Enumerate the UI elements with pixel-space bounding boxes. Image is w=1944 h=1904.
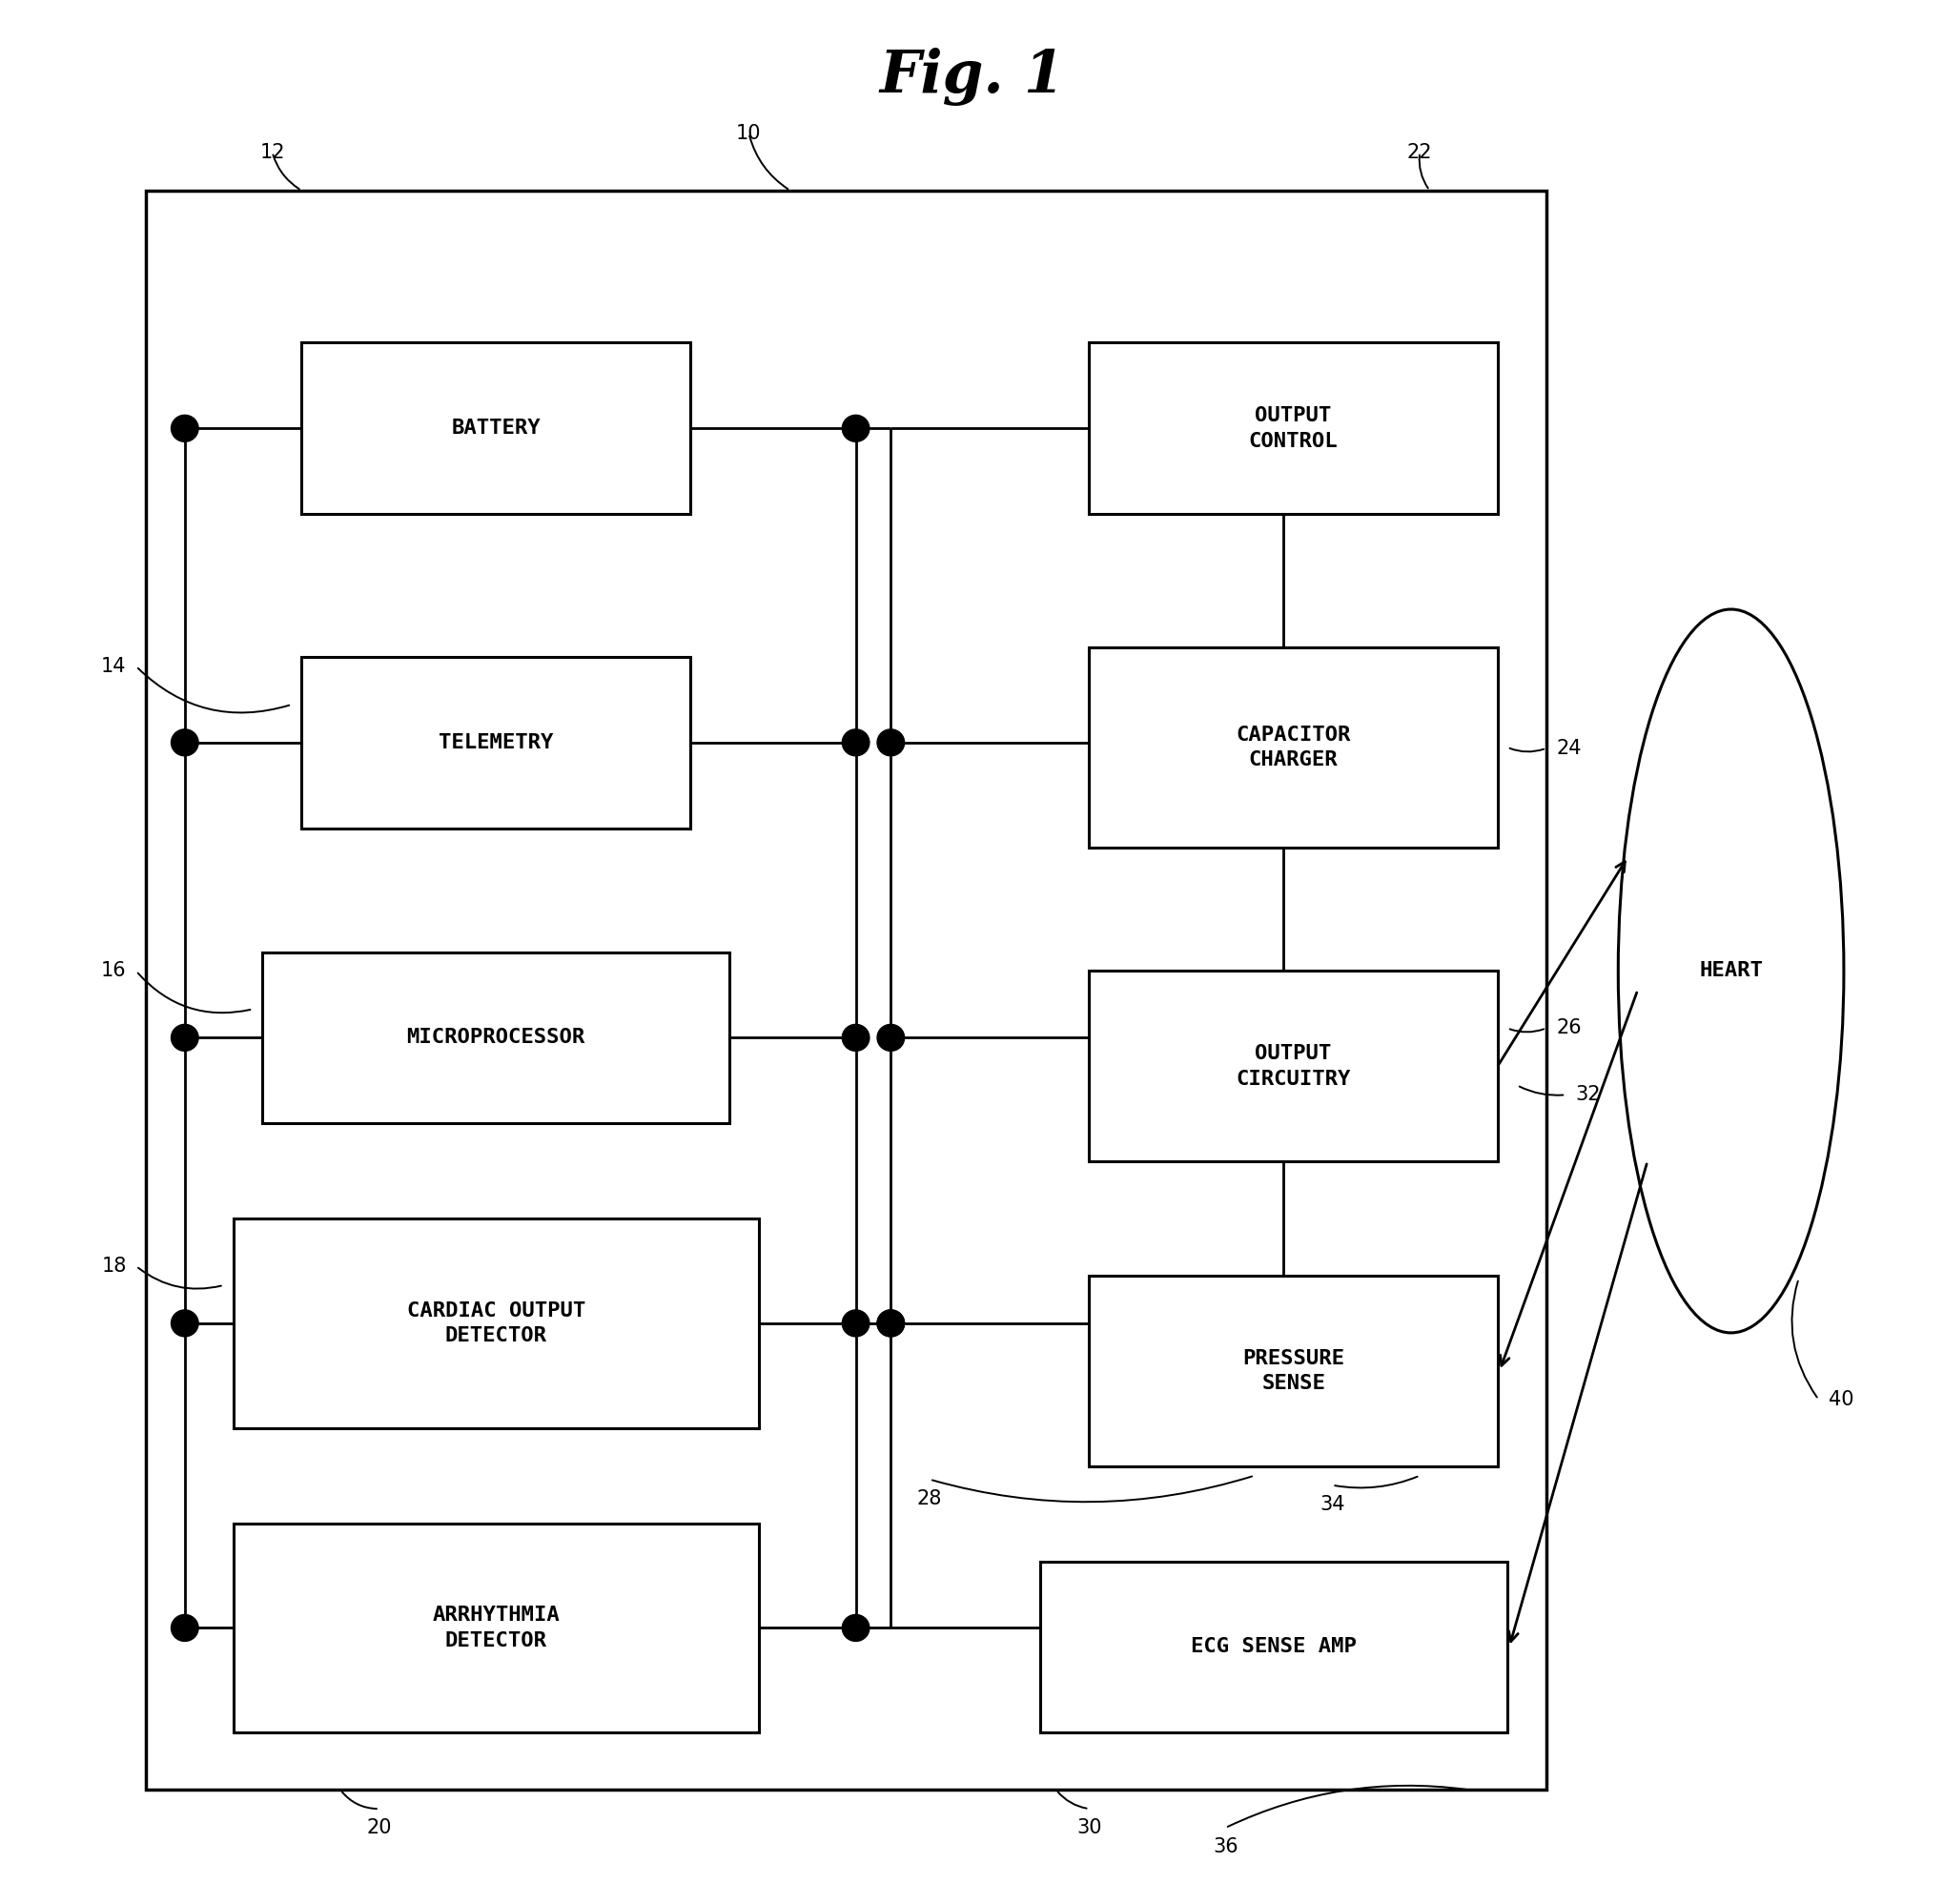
Bar [301,343,690,514]
Text: 26: 26 [1555,1019,1580,1038]
Text: 20: 20 [367,1818,391,1837]
Bar [262,952,729,1123]
Bar [1089,1276,1497,1466]
Bar [301,657,690,828]
Circle shape [171,729,198,756]
Text: 10: 10 [737,124,760,143]
Circle shape [171,1615,198,1641]
Text: BATTERY: BATTERY [451,419,540,438]
Text: HEART: HEART [1699,962,1761,981]
Text: ARRHYTHMIA
DETECTOR: ARRHYTHMIA DETECTOR [432,1605,560,1651]
Bar [233,1219,758,1428]
Text: CAPACITOR
CHARGER: CAPACITOR CHARGER [1234,725,1351,769]
Bar [1040,1561,1507,1733]
Text: 34: 34 [1320,1495,1343,1514]
Circle shape [171,415,198,442]
Text: 36: 36 [1211,1837,1238,1856]
Text: 40: 40 [1827,1390,1853,1409]
Text: PRESSURE
SENSE: PRESSURE SENSE [1242,1348,1343,1394]
Circle shape [842,1615,869,1641]
Bar [1089,647,1497,847]
Bar [146,190,1545,1790]
Circle shape [877,729,904,756]
Text: ECG SENSE AMP: ECG SENSE AMP [1190,1637,1357,1656]
Text: 32: 32 [1575,1085,1600,1104]
Circle shape [842,1310,869,1337]
Text: 18: 18 [101,1257,126,1276]
Text: 16: 16 [101,962,126,981]
Text: Fig. 1: Fig. 1 [879,48,1065,107]
Bar [1089,343,1497,514]
Text: OUTPUT
CONTROL: OUTPUT CONTROL [1248,406,1337,451]
Bar [233,1523,758,1733]
Text: MICROPROCESSOR: MICROPROCESSOR [406,1028,585,1047]
Circle shape [877,1310,904,1337]
Text: 14: 14 [101,657,126,676]
Text: 24: 24 [1555,739,1580,758]
Circle shape [171,1024,198,1051]
Circle shape [877,1024,904,1051]
Text: CARDIAC OUTPUT
DETECTOR: CARDIAC OUTPUT DETECTOR [406,1300,585,1346]
Circle shape [842,1024,869,1051]
Text: 12: 12 [260,143,284,162]
Ellipse shape [1617,609,1843,1333]
Text: 22: 22 [1407,143,1431,162]
Text: TELEMETRY: TELEMETRY [437,733,554,752]
Text: OUTPUT
CIRCUITRY: OUTPUT CIRCUITRY [1234,1043,1351,1089]
Circle shape [877,1310,904,1337]
Circle shape [842,415,869,442]
Circle shape [171,1310,198,1337]
Text: 28: 28 [918,1489,941,1508]
Circle shape [842,729,869,756]
Text: 30: 30 [1077,1818,1100,1837]
Bar [1089,971,1497,1161]
